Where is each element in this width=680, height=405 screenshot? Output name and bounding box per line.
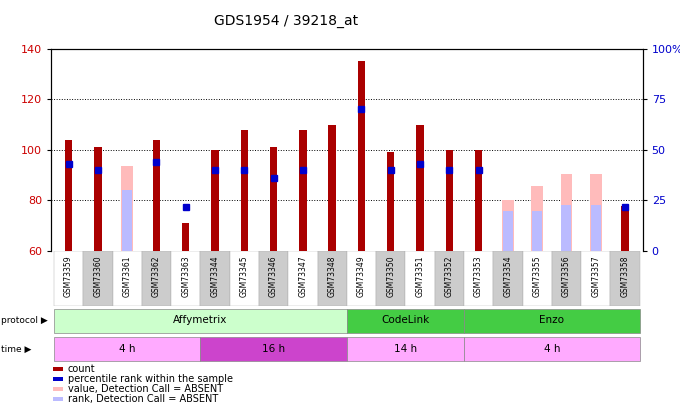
Bar [551,251,581,306]
Bar [581,251,611,306]
Bar [562,205,571,251]
Text: GSM73344: GSM73344 [211,256,220,297]
Text: GSM73354: GSM73354 [503,256,512,297]
Bar [65,140,72,251]
Bar [112,251,142,306]
Bar [122,190,132,251]
Bar [522,251,551,306]
Bar [464,309,640,333]
Bar [53,367,63,371]
Bar [83,251,112,306]
Text: rank, Detection Call = ABSENT: rank, Detection Call = ABSENT [68,394,218,404]
Text: 4 h: 4 h [119,344,135,354]
Text: 14 h: 14 h [394,344,417,354]
Text: Enzo: Enzo [539,315,564,326]
Bar [532,211,542,251]
Text: GSM73346: GSM73346 [269,256,278,297]
Bar [54,251,83,306]
Bar [95,147,101,251]
Text: GSM73350: GSM73350 [386,256,395,297]
Bar [328,124,336,251]
Text: value, Detection Call = ABSENT: value, Detection Call = ABSENT [68,384,223,394]
Bar [531,186,543,251]
Text: GSM73355: GSM73355 [532,256,542,297]
Bar [376,251,405,306]
Text: time ▶: time ▶ [1,345,32,354]
Bar [211,150,219,251]
Bar [288,251,318,306]
Bar [53,387,63,391]
Text: GSM73349: GSM73349 [357,256,366,297]
Bar [503,211,513,251]
Bar [241,130,248,251]
Text: GSM73361: GSM73361 [122,256,132,297]
Text: GSM73359: GSM73359 [64,256,73,297]
Bar [230,251,259,306]
Text: GSM73347: GSM73347 [299,256,307,297]
Text: GSM73348: GSM73348 [328,256,337,297]
Bar [493,251,522,306]
Bar [464,337,640,361]
Bar [405,251,435,306]
Bar [560,174,573,251]
Bar [54,337,201,361]
Bar [201,337,347,361]
Bar [182,223,190,251]
Bar [318,251,347,306]
Bar [121,166,133,251]
Bar [54,309,347,333]
Bar [416,124,424,251]
Bar [299,130,307,251]
Text: GSM73358: GSM73358 [621,256,630,297]
Text: GSM73357: GSM73357 [591,256,600,297]
Text: GSM73356: GSM73356 [562,256,571,297]
Bar [622,205,629,251]
Bar [611,251,640,306]
Text: CodeLink: CodeLink [381,315,430,326]
Bar [53,377,63,381]
Bar [270,147,277,251]
Bar [347,309,464,333]
Bar [502,200,513,251]
Bar [435,251,464,306]
Bar [347,337,464,361]
Bar [142,251,171,306]
Text: Affymetrix: Affymetrix [173,315,228,326]
Bar [347,251,376,306]
Bar [259,251,288,306]
Bar [387,152,394,251]
Text: GSM73360: GSM73360 [93,256,103,297]
Text: percentile rank within the sample: percentile rank within the sample [68,374,233,384]
Text: 4 h: 4 h [543,344,560,354]
Bar [171,251,201,306]
Bar [153,140,160,251]
Text: count: count [68,364,95,374]
Text: GSM73353: GSM73353 [474,256,483,297]
Text: GSM73363: GSM73363 [182,256,190,297]
Bar [53,397,63,401]
Text: GSM73362: GSM73362 [152,256,161,297]
Bar [475,150,482,251]
Text: protocol ▶: protocol ▶ [1,316,48,326]
Text: GSM73351: GSM73351 [415,256,424,297]
Text: GDS1954 / 39218_at: GDS1954 / 39218_at [214,14,358,28]
Text: GSM73352: GSM73352 [445,256,454,297]
Bar [445,150,453,251]
Bar [591,205,600,251]
Bar [358,61,365,251]
Text: 16 h: 16 h [262,344,285,354]
Bar [201,251,230,306]
Bar [590,174,602,251]
Text: GSM73345: GSM73345 [240,256,249,297]
Bar [464,251,493,306]
